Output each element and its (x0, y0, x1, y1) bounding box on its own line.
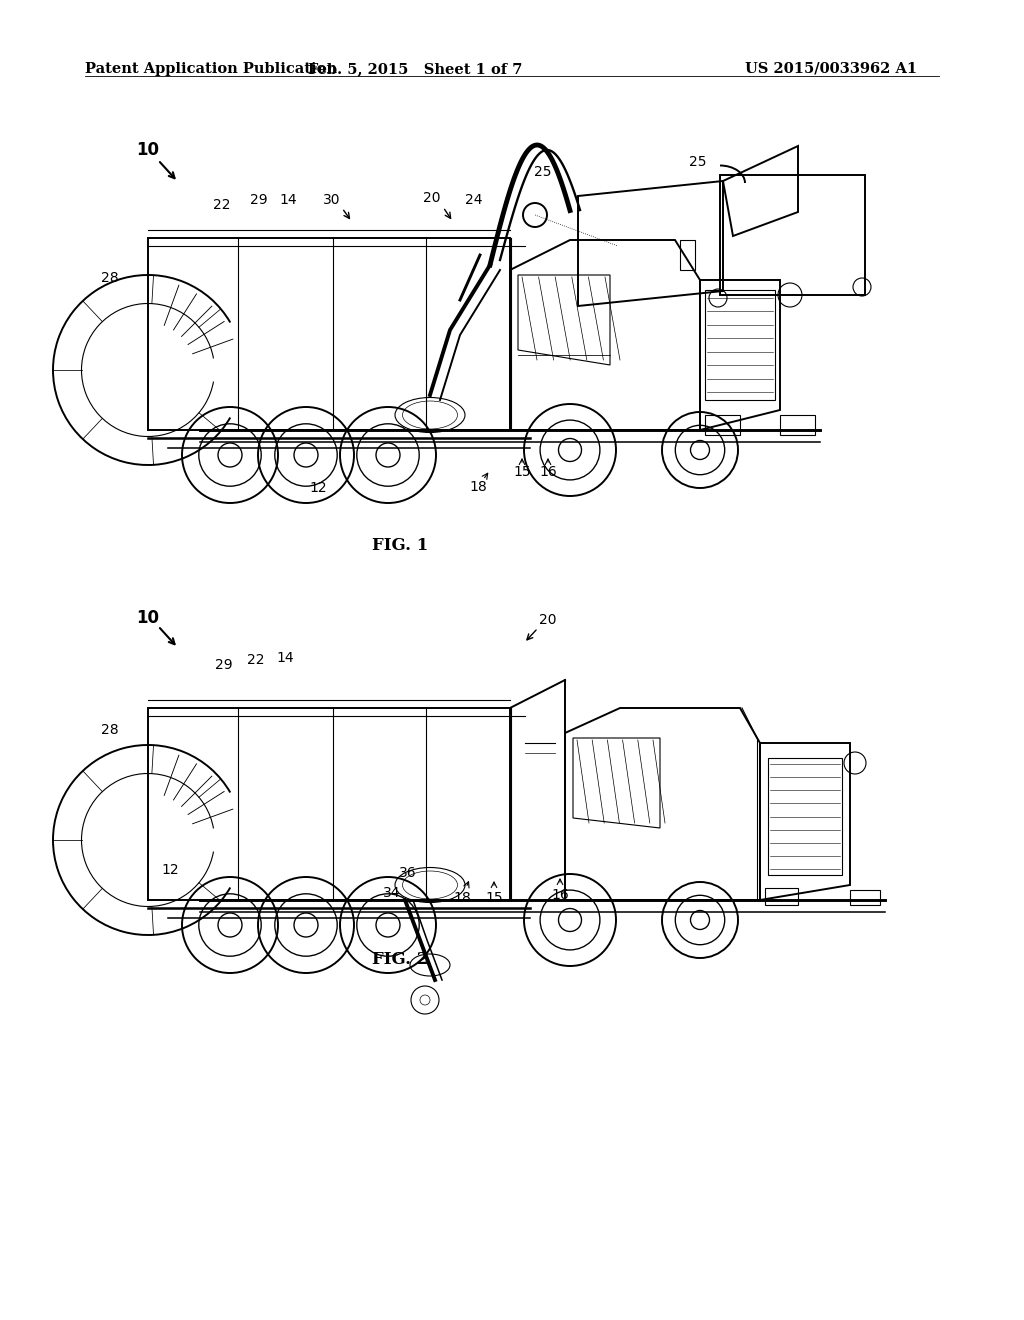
Text: 20: 20 (540, 612, 557, 627)
Text: 14: 14 (280, 193, 297, 207)
Text: 12: 12 (309, 480, 327, 495)
Text: 30: 30 (324, 193, 341, 207)
Text: 15: 15 (485, 891, 503, 906)
Text: 29: 29 (250, 193, 268, 207)
Text: 18: 18 (469, 480, 486, 494)
Text: 25: 25 (535, 165, 552, 180)
Text: 28: 28 (101, 723, 119, 737)
Text: 16: 16 (551, 888, 569, 902)
Text: 18: 18 (454, 891, 471, 906)
Text: Patent Application Publication: Patent Application Publication (85, 62, 337, 77)
Text: 25: 25 (689, 154, 707, 169)
Text: 24: 24 (465, 193, 482, 207)
Text: 12: 12 (161, 863, 179, 876)
Text: 22: 22 (213, 198, 230, 213)
Text: 14: 14 (276, 651, 294, 665)
Text: 15: 15 (513, 465, 530, 479)
Text: 16: 16 (539, 465, 557, 479)
Text: US 2015/0033962 A1: US 2015/0033962 A1 (745, 62, 918, 77)
Text: 36: 36 (399, 866, 417, 880)
Text: FIG. 1: FIG. 1 (372, 536, 428, 553)
Text: 10: 10 (136, 609, 160, 627)
Text: 20: 20 (423, 191, 440, 205)
Text: 22: 22 (247, 653, 265, 667)
Text: 34: 34 (383, 886, 400, 900)
Text: 10: 10 (136, 141, 160, 158)
Text: 29: 29 (215, 657, 232, 672)
Text: Feb. 5, 2015   Sheet 1 of 7: Feb. 5, 2015 Sheet 1 of 7 (308, 62, 522, 77)
Text: FIG. 2: FIG. 2 (372, 952, 428, 969)
Text: 28: 28 (101, 271, 119, 285)
